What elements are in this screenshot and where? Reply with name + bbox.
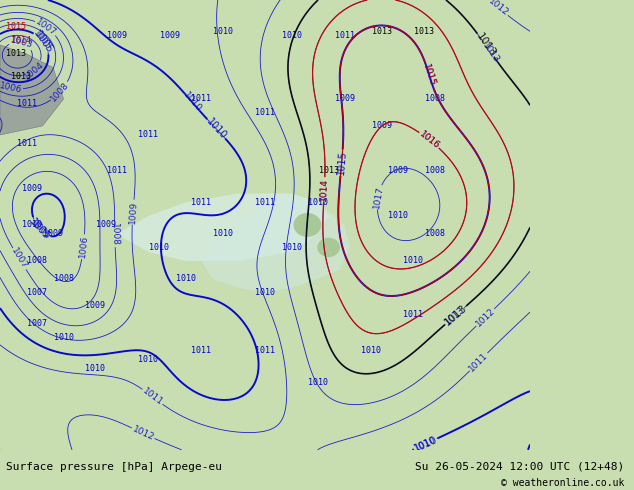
Text: 1015: 1015	[422, 63, 437, 88]
Text: 1011: 1011	[138, 130, 158, 140]
Text: 1011: 1011	[191, 198, 211, 207]
Text: 1014: 1014	[11, 36, 31, 45]
Text: 1006: 1006	[77, 235, 89, 259]
Text: 1009: 1009	[22, 184, 42, 194]
Text: 1005: 1005	[32, 29, 53, 52]
Text: 1006: 1006	[0, 81, 23, 95]
Text: 1010: 1010	[387, 211, 408, 220]
Text: 1010: 1010	[403, 256, 424, 266]
Text: 1013: 1013	[443, 303, 469, 328]
Text: 1010: 1010	[149, 243, 169, 252]
Text: 1011: 1011	[16, 140, 37, 148]
Circle shape	[318, 239, 339, 256]
Text: 1013: 1013	[474, 31, 498, 59]
Text: 1008: 1008	[27, 256, 47, 266]
Text: 1009: 1009	[107, 31, 127, 41]
Text: 1010: 1010	[204, 117, 228, 141]
Polygon shape	[117, 194, 328, 261]
Text: 1008: 1008	[425, 95, 444, 103]
Text: 1009: 1009	[387, 167, 408, 175]
Text: 1011: 1011	[107, 167, 127, 175]
Text: 1008: 1008	[425, 229, 444, 239]
Text: 1010: 1010	[212, 229, 233, 239]
Text: 1011: 1011	[141, 386, 164, 407]
Text: 1012: 1012	[486, 0, 510, 18]
Text: 1010: 1010	[181, 91, 204, 114]
Text: 1013: 1013	[481, 41, 501, 65]
Text: 1013: 1013	[372, 27, 392, 36]
Text: 1007: 1007	[27, 319, 47, 328]
Text: 1010: 1010	[54, 333, 74, 342]
Text: 1010: 1010	[281, 31, 302, 41]
Text: 1010: 1010	[412, 434, 439, 453]
Text: 1005: 1005	[29, 219, 52, 241]
Text: 1008: 1008	[425, 167, 444, 175]
Text: Su 26-05-2024 12:00 UTC (12+48): Su 26-05-2024 12:00 UTC (12+48)	[415, 462, 624, 472]
Text: 1005: 1005	[28, 216, 51, 241]
Text: 1016: 1016	[417, 129, 441, 150]
Text: 1009: 1009	[96, 220, 116, 229]
Text: 1011: 1011	[335, 31, 354, 41]
Text: 1010: 1010	[138, 355, 158, 365]
Text: © weatheronline.co.uk: © weatheronline.co.uk	[501, 478, 624, 488]
Text: 1012: 1012	[474, 306, 496, 329]
Text: 1009: 1009	[127, 200, 138, 224]
Text: 1010: 1010	[255, 288, 275, 297]
Text: 1015: 1015	[335, 150, 347, 175]
Text: 1007: 1007	[10, 246, 29, 271]
Text: 1011: 1011	[467, 351, 490, 373]
Text: 1011: 1011	[255, 108, 275, 117]
Text: 1010: 1010	[212, 27, 233, 36]
Text: 1011: 1011	[255, 198, 275, 207]
Text: 1010: 1010	[22, 220, 42, 229]
Text: 1012: 1012	[131, 424, 155, 442]
Text: 1008: 1008	[49, 80, 71, 103]
Text: 1013: 1013	[6, 49, 26, 58]
Text: 1010: 1010	[176, 274, 195, 283]
Text: 1009: 1009	[372, 122, 392, 130]
Text: 1010: 1010	[413, 435, 437, 453]
Text: 1009: 1009	[86, 301, 105, 310]
Text: 1014: 1014	[320, 178, 330, 201]
Text: 1011: 1011	[191, 346, 211, 355]
Text: 1004: 1004	[22, 60, 46, 81]
Polygon shape	[0, 45, 63, 135]
Text: 1010: 1010	[281, 243, 302, 252]
Text: 1013: 1013	[11, 72, 31, 81]
Text: 1011: 1011	[255, 346, 275, 355]
Text: 1009: 1009	[160, 31, 179, 41]
Text: 1009: 1009	[335, 95, 354, 103]
Text: 1003: 1003	[9, 36, 34, 50]
Text: 1017: 1017	[372, 185, 385, 209]
Text: 1010: 1010	[308, 378, 328, 387]
Text: 1010: 1010	[86, 365, 105, 373]
Text: 1005: 1005	[32, 29, 55, 55]
Text: 1008: 1008	[110, 223, 119, 246]
Text: 1015: 1015	[422, 63, 437, 88]
Text: 1008: 1008	[54, 274, 74, 283]
Text: 1011: 1011	[403, 310, 424, 319]
Text: 1014: 1014	[320, 178, 330, 201]
Text: 1009: 1009	[43, 229, 63, 239]
Circle shape	[294, 214, 321, 236]
Text: 1016: 1016	[417, 129, 441, 150]
Text: 1011: 1011	[16, 99, 37, 108]
Text: 1007: 1007	[34, 17, 58, 37]
Text: 1013: 1013	[414, 27, 434, 36]
Text: 1010: 1010	[361, 346, 381, 355]
Text: 1015: 1015	[6, 23, 26, 31]
Text: 1011: 1011	[191, 95, 211, 103]
Text: 1013: 1013	[319, 167, 339, 175]
Text: 1013: 1013	[443, 305, 467, 327]
Text: 1007: 1007	[27, 288, 47, 297]
Text: 1010: 1010	[308, 198, 328, 207]
Polygon shape	[202, 194, 350, 293]
Text: Surface pressure [hPa] Arpege-eu: Surface pressure [hPa] Arpege-eu	[6, 462, 223, 472]
